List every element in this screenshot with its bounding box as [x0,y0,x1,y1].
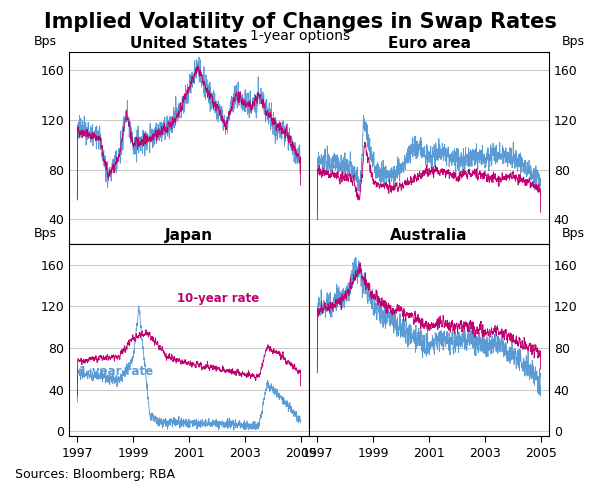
Text: Sources: Bloomberg; RBA: Sources: Bloomberg; RBA [15,468,175,481]
Title: Japan: Japan [165,228,213,243]
Text: Implied Volatility of Changes in Swap Rates: Implied Volatility of Changes in Swap Ra… [44,12,556,33]
Text: 1-year options: 1-year options [250,29,350,42]
Title: Euro area: Euro area [388,35,470,51]
Title: United States: United States [130,35,248,51]
Text: Bps: Bps [34,35,56,48]
Text: 10-year rate: 10-year rate [177,292,259,305]
Text: 1-year rate: 1-year rate [79,365,153,378]
Text: Bps: Bps [562,227,584,240]
Text: Bps: Bps [34,227,56,240]
Text: Bps: Bps [562,35,584,48]
Title: Australia: Australia [390,228,468,243]
